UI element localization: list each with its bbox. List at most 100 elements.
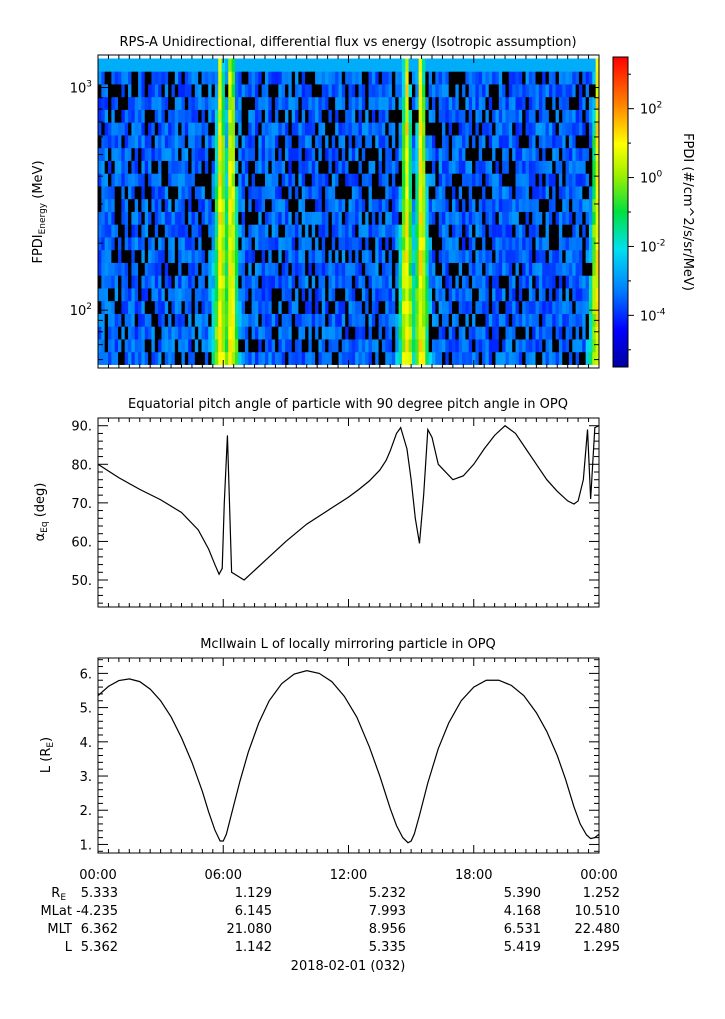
heatmap-cell	[558, 211, 563, 225]
heatmap-cell	[505, 198, 510, 212]
heatmap-cell	[572, 71, 577, 85]
heatmap-cell	[378, 351, 383, 365]
heatmap-cell	[478, 262, 483, 276]
heatmap-cell	[228, 288, 233, 302]
heatmap-cell	[234, 249, 239, 263]
heatmap-cell	[518, 300, 523, 314]
heatmap-cell	[478, 211, 483, 225]
heatmap-cell	[318, 288, 323, 302]
heatmap-cell	[445, 249, 450, 263]
heatmap-cell	[291, 237, 296, 251]
heatmap-cell	[381, 211, 386, 225]
heatmap-cell	[104, 135, 109, 149]
heatmap-cell	[525, 109, 530, 123]
heatmap-cell	[572, 249, 577, 263]
heatmap-cell	[158, 326, 163, 340]
heatmap-cell	[188, 237, 193, 251]
heatmap-cell	[365, 211, 370, 225]
heatmap-cell	[288, 351, 293, 365]
heatmap-cell	[368, 249, 373, 263]
heatmap-cell	[585, 58, 590, 72]
heatmap-cell	[432, 249, 436, 263]
heatmap-cell	[432, 135, 436, 149]
heatmap-cell	[505, 351, 510, 365]
heatmap-cell	[385, 84, 390, 98]
heatmap-cell	[248, 122, 253, 136]
heatmap-cell	[101, 147, 106, 161]
heatmap-cell	[231, 249, 236, 263]
heatmap-cell	[295, 96, 299, 110]
heatmap-cell	[318, 135, 323, 149]
heatmap-cell	[565, 326, 570, 340]
heatmap-cell	[221, 275, 226, 289]
heatmap-cell	[552, 351, 557, 365]
heatmap-cell	[98, 160, 102, 174]
heatmap-cell	[411, 186, 416, 200]
heatmap-cell	[311, 275, 316, 289]
heatmap-cell	[201, 262, 206, 276]
heatmap-cell	[311, 326, 316, 340]
heatmap-cell	[114, 326, 119, 340]
heatmap-cell	[438, 122, 443, 136]
heatmap-cell	[421, 96, 426, 110]
heatmap-cell	[515, 262, 520, 276]
heatmap-cell	[341, 122, 346, 136]
heatmap-cell	[525, 211, 530, 225]
heatmap-cell	[98, 211, 102, 225]
heatmap-cell	[575, 84, 580, 98]
heatmap-cell	[502, 147, 507, 161]
heatmap-cell	[308, 109, 313, 123]
heatmap-cell	[211, 147, 216, 161]
heatmap-cell	[328, 96, 333, 110]
heatmap-cell	[558, 173, 563, 187]
heatmap-cell	[498, 160, 503, 174]
heatmap-cell	[588, 224, 593, 238]
heatmap-cell	[158, 339, 163, 353]
heatmap-cell	[231, 198, 236, 212]
heatmap-cell	[378, 96, 383, 110]
heatmap-cell	[178, 300, 183, 314]
heatmap-cell	[545, 186, 550, 200]
heatmap-cell	[214, 300, 219, 314]
heatmap-cell	[458, 224, 463, 238]
heatmap-cell	[428, 160, 433, 174]
heatmap-cell	[315, 135, 320, 149]
heatmap-cell	[181, 160, 186, 174]
heatmap-cell	[492, 122, 497, 136]
heatmap-cell	[348, 96, 353, 110]
heatmap-cell	[154, 300, 159, 314]
heatmap-cell	[311, 147, 316, 161]
heatmap-cell	[468, 339, 473, 353]
heatmap-cell	[111, 224, 116, 238]
heatmap-cell	[472, 135, 477, 149]
heatmap-cell	[291, 198, 296, 212]
heatmap-cell	[358, 84, 363, 98]
heatmap-cell	[395, 186, 400, 200]
heatmap-cell	[435, 224, 440, 238]
heatmap-cell	[575, 249, 580, 263]
heatmap-cell	[582, 58, 587, 72]
heatmap-cell	[338, 84, 343, 98]
heatmap-cell	[224, 249, 229, 263]
heatmap-cell	[211, 224, 216, 238]
heatmap-cell	[445, 135, 450, 149]
heatmap-cell	[401, 198, 406, 212]
heatmap-cell	[351, 275, 356, 289]
heatmap-cell	[271, 96, 276, 110]
heatmap-cell	[365, 262, 370, 276]
heatmap-cell	[452, 326, 456, 340]
heatmap-cell	[271, 84, 276, 98]
heatmap-cell	[462, 300, 466, 314]
heatmap-cell	[528, 96, 533, 110]
heatmap-cell	[565, 160, 570, 174]
heatmap-cell	[174, 262, 179, 276]
heatmap-cell	[305, 351, 310, 365]
heatmap-cell	[154, 109, 159, 123]
heatmap-cell	[281, 224, 286, 238]
heatmap-cell	[335, 109, 340, 123]
heatmap-cell	[234, 351, 239, 365]
heatmap-cell	[244, 313, 249, 327]
heatmap-cell	[154, 147, 159, 161]
heatmap-cell	[505, 288, 510, 302]
heatmap-cell	[395, 339, 400, 353]
